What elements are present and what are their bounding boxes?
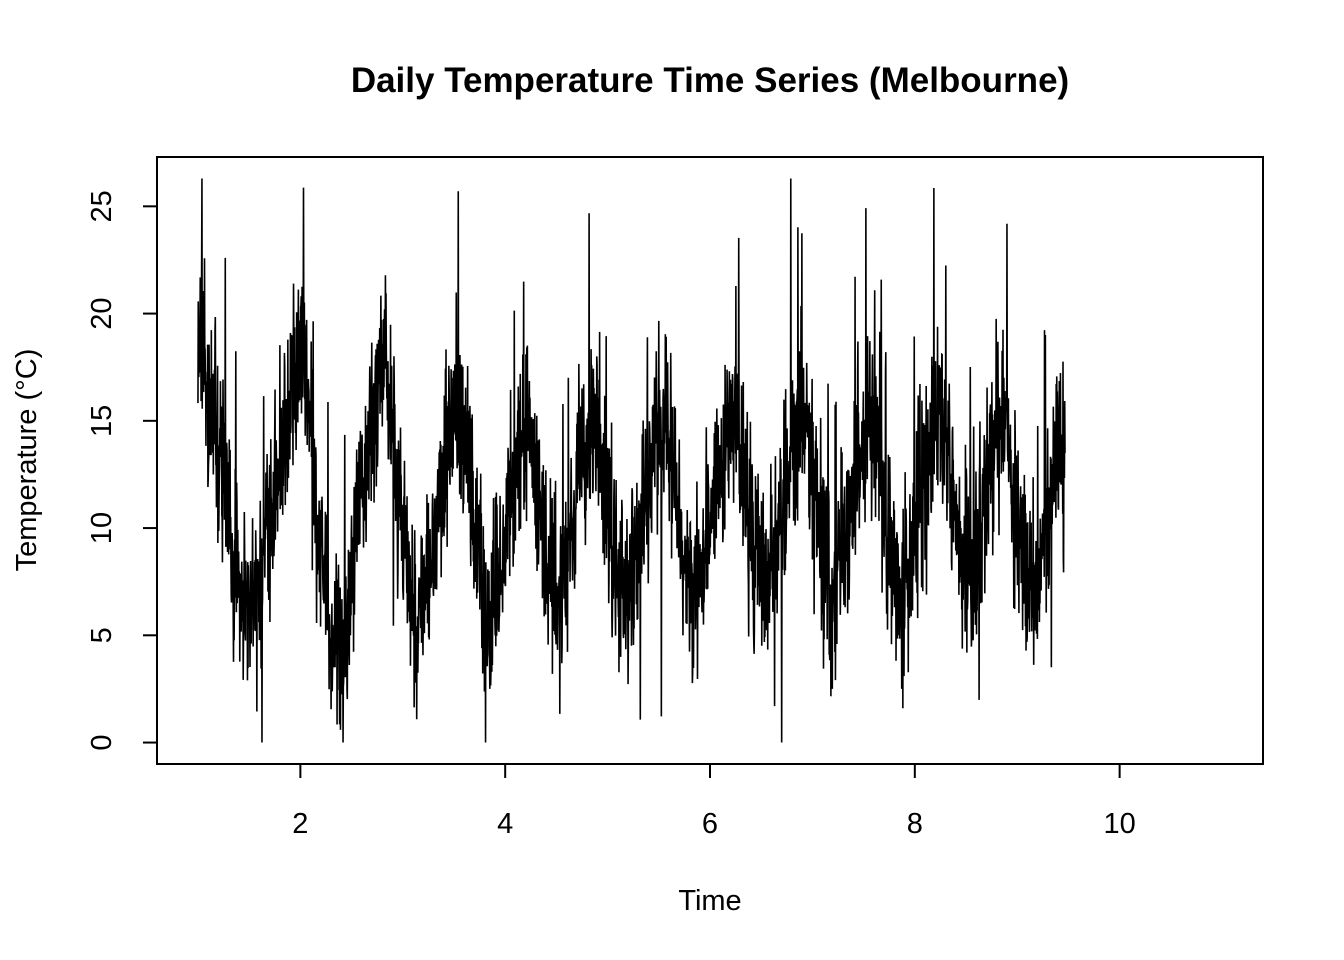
x-tick-label: 4 — [497, 808, 513, 840]
plot-frame — [156, 156, 1264, 765]
y-axis-label: Temperature (°C) — [11, 349, 43, 572]
x-axis: 2 4 6 8 10 — [292, 764, 1136, 840]
series-line-0 — [197, 178, 1066, 743]
x-tick-label: 8 — [907, 808, 923, 840]
chart-title: Daily Temperature Time Series (Melbourne… — [351, 61, 1069, 100]
y-axis: 0 5 10 15 20 25 — [86, 190, 157, 751]
y-tick-label: 0 — [86, 734, 118, 750]
y-tick-label: 15 — [86, 405, 118, 437]
x-tick-label: 6 — [702, 808, 718, 840]
x-tick-label: 2 — [292, 808, 308, 840]
y-tick-label: 20 — [86, 297, 118, 329]
x-tick-label: 10 — [1103, 808, 1135, 840]
plot-area — [197, 178, 1066, 743]
x-axis-label: Time — [678, 885, 741, 917]
y-tick-label: 25 — [86, 190, 118, 222]
y-tick-label: 10 — [86, 512, 118, 544]
y-tick-label: 5 — [86, 627, 118, 643]
